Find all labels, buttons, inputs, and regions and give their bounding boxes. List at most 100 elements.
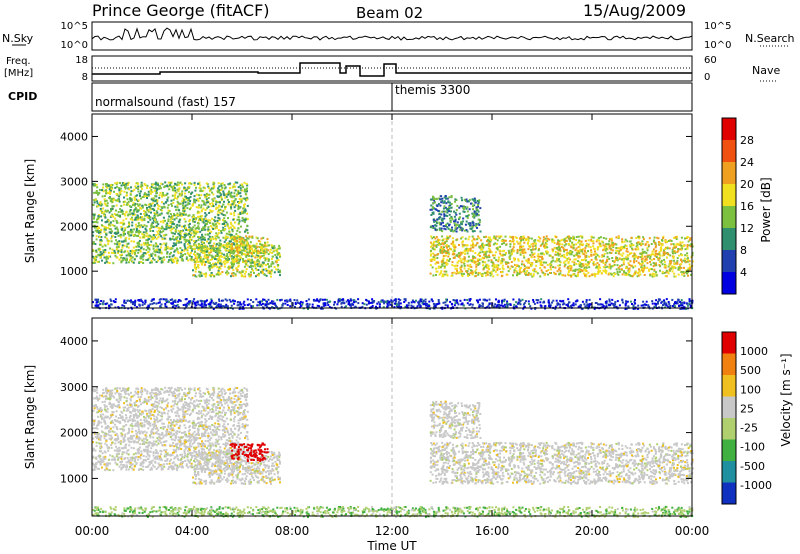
power-cell — [215, 245, 218, 248]
power-cell — [618, 250, 621, 253]
power-cell — [194, 254, 197, 257]
power-cell — [197, 243, 200, 246]
power-cell — [152, 199, 155, 202]
power-cell — [681, 247, 684, 250]
power-cell — [277, 264, 280, 266]
power-cell — [498, 236, 501, 239]
power-cell — [101, 210, 103, 213]
power-cell — [244, 199, 247, 202]
power-cell — [213, 182, 216, 185]
power-cell — [584, 246, 587, 249]
power-cell — [225, 232, 228, 235]
power-cell — [175, 208, 178, 211]
power-cell — [184, 253, 187, 256]
power-cell — [205, 201, 208, 204]
power-cell — [481, 243, 483, 246]
power-cell — [243, 181, 246, 184]
power-cell — [255, 236, 258, 239]
power-cell — [653, 241, 656, 244]
power-cell — [134, 208, 137, 211]
power-cell — [161, 183, 164, 186]
power-cell — [128, 221, 130, 224]
power-cell — [534, 244, 537, 247]
power-cell — [278, 271, 281, 274]
power-cell — [673, 266, 676, 269]
power-cell — [110, 189, 113, 192]
power-cell — [691, 251, 694, 254]
power-cell — [664, 248, 667, 250]
power-cell — [445, 208, 448, 210]
power-cell — [465, 198, 468, 201]
power-cell — [157, 259, 160, 262]
power-cell — [485, 244, 488, 246]
power-cell — [212, 183, 215, 186]
power-cell — [531, 253, 534, 256]
power-cell — [188, 191, 190, 194]
power-cell — [155, 234, 158, 236]
power-cell — [193, 183, 196, 186]
power-cell — [492, 268, 495, 271]
power-cell — [121, 244, 124, 247]
power-cell — [567, 257, 570, 260]
power-cell — [155, 224, 158, 227]
power-cell — [566, 258, 569, 260]
power-cell — [510, 261, 513, 263]
power-cell — [592, 262, 595, 265]
power-cell — [147, 203, 150, 206]
power-cell — [214, 216, 217, 219]
power-cell — [545, 243, 548, 246]
power-cell — [630, 236, 633, 239]
power-cell — [200, 261, 203, 264]
power-cell — [649, 274, 652, 277]
power-cell — [174, 191, 177, 194]
power-cell — [127, 242, 130, 245]
power-cell — [92, 221, 94, 224]
power-cell — [123, 232, 125, 235]
power-cell — [104, 200, 107, 203]
power-cell — [658, 251, 661, 254]
power-cell — [123, 184, 126, 186]
noise-left-tick-top: 10^5 — [61, 21, 88, 32]
power-cell — [136, 235, 139, 237]
power-cell — [221, 229, 224, 232]
power-cell — [493, 264, 496, 267]
power-cell — [145, 235, 148, 238]
power-cell — [148, 205, 151, 208]
power-cell — [446, 274, 449, 277]
power-cell — [139, 257, 142, 260]
power-cell — [181, 225, 183, 228]
power-cell — [453, 257, 456, 259]
power-cell — [612, 264, 615, 267]
power-cell — [430, 245, 432, 248]
power-cell — [497, 260, 500, 263]
power-cell — [194, 257, 197, 260]
power-cell — [649, 260, 651, 263]
power-cell — [218, 190, 220, 193]
power-cell — [677, 243, 680, 246]
power-cell — [151, 202, 154, 205]
power-cell — [220, 196, 223, 199]
power-cell — [246, 198, 249, 201]
power-cell — [624, 273, 627, 276]
power-cell — [128, 237, 131, 240]
power-cell — [251, 248, 254, 251]
freq-left-tick-top: 18 — [75, 55, 88, 66]
power-cell — [446, 209, 449, 212]
power-cell — [458, 212, 461, 215]
power-cell — [199, 218, 202, 221]
power-cell — [235, 260, 238, 262]
power-cell — [157, 184, 160, 187]
power-cell — [215, 232, 218, 235]
power-cell — [509, 267, 512, 270]
power-cell — [567, 242, 570, 245]
power-cell — [133, 213, 136, 216]
power-cell — [461, 220, 464, 223]
power-cell — [558, 248, 561, 251]
power-cell — [477, 204, 479, 206]
power-cell — [147, 194, 150, 197]
power-cell — [460, 266, 463, 268]
power-cell — [489, 250, 492, 253]
power-cell — [117, 187, 120, 190]
power-cell — [507, 249, 510, 252]
power-cell — [453, 253, 456, 256]
